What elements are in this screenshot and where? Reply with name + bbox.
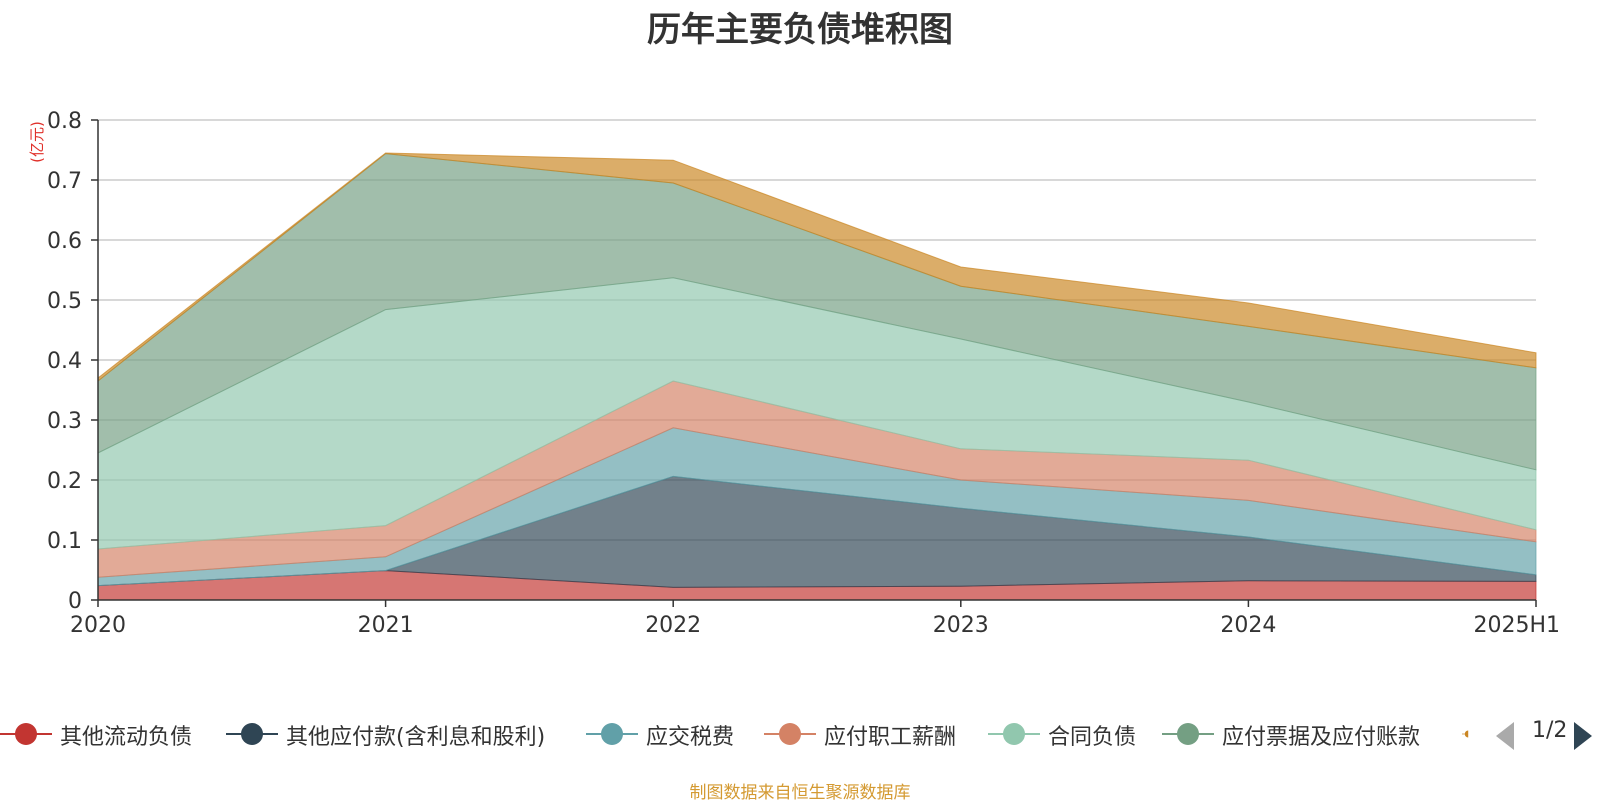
legend-swatch-icon (0, 723, 52, 745)
legend-label: 应交税费 (646, 725, 735, 750)
legend-label: 应付职工薪酬 (824, 725, 957, 750)
y-tick-label: 0.1 (47, 529, 82, 554)
legend-next-page-button[interactable] (1572, 720, 1596, 752)
legend-label: 其他流动负债 (60, 725, 193, 750)
legend-label: 其他应付款(含利息和股利) (286, 725, 546, 750)
legend-swatch-icon (226, 723, 278, 745)
y-tick-label: 0.3 (47, 409, 82, 434)
x-tick-label: 2021 (358, 613, 414, 638)
x-tick-label: 2023 (933, 613, 989, 638)
legend-swatch-icon (764, 723, 816, 745)
x-tick-label: 2024 (1220, 613, 1276, 638)
y-tick-label: 0.8 (47, 109, 82, 134)
chart-title: 历年主要负债堆积图 (647, 10, 953, 50)
x-tick-label: 2020 (70, 613, 126, 638)
x-tick-label: 2025H1 (1473, 613, 1560, 638)
legend-swatch-icon (988, 723, 1040, 745)
y-tick-label: 0.4 (47, 349, 82, 374)
legend-page-indicator: 1/2 (1532, 718, 1568, 743)
y-tick-label: 0 (68, 589, 82, 614)
legend-swatch-icon (1462, 730, 1469, 738)
legend-swatch-icon (1162, 723, 1214, 745)
area-series-6 (97, 152, 1537, 383)
x-tick-label: 2022 (645, 613, 701, 638)
y-tick-label: 0.2 (47, 469, 82, 494)
y-tick-label: 0.5 (47, 289, 82, 314)
legend: 其他流动负债 其他应付款(含利息和股利) 应交税费 应付职工薪酬 合同负债 应付票据及应付… (0, 716, 1600, 752)
y-axis-unit-label: (亿元) (28, 121, 46, 163)
legend-prev-page-button[interactable] (1494, 720, 1518, 752)
axes: 0 0.1 0.2 0.3 0.4 0.5 0.6 0.7 0.8 2020 2021 2022 202… (47, 109, 1560, 638)
legend-swatch-icon (586, 723, 638, 745)
y-tick-label: 0.7 (47, 169, 82, 194)
legend-label: 应付票据及应付账款 (1222, 725, 1421, 750)
legend-label: 合同负债 (1048, 725, 1137, 750)
area-series-group (97, 152, 1537, 601)
y-tick-label: 0.6 (47, 229, 82, 254)
data-source-note: 制图数据来自恒生聚源数据库 (689, 783, 911, 803)
